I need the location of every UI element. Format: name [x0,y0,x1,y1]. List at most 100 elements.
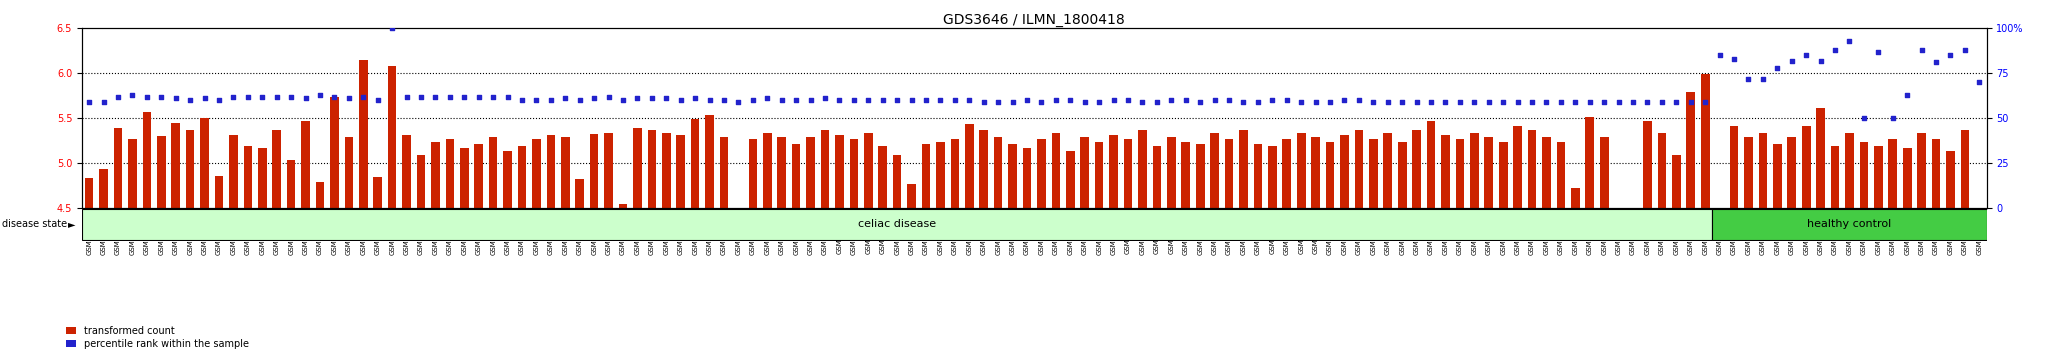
Point [406,94,438,99]
Point [1487,99,1520,105]
Point [1040,97,1073,103]
Text: healthy control: healthy control [1806,219,1892,229]
Bar [1196,144,1204,208]
Text: ►: ► [68,219,76,229]
Point [1573,99,1606,105]
Point [1847,115,1880,121]
Bar [430,142,440,208]
Bar [893,155,901,208]
Point [1616,99,1649,105]
Bar [575,179,584,208]
Point [1876,115,1909,121]
Bar [1614,208,1622,234]
Bar [186,130,195,208]
Bar [807,137,815,208]
Point [549,96,582,101]
Bar [1931,139,1939,208]
Point [1919,59,1952,65]
Point [246,94,279,99]
Point [1516,99,1548,105]
Bar [1860,142,1868,208]
Bar [1427,121,1436,208]
Bar [1974,208,1985,236]
Bar [1456,139,1464,208]
Point [895,97,928,103]
Bar [143,112,152,208]
Bar [244,146,252,208]
Bar [1817,108,1825,208]
Point [203,97,236,103]
Bar [1384,132,1393,208]
Point [188,96,221,101]
Bar [115,128,123,208]
Bar [1339,135,1350,208]
Point [477,94,510,99]
Point [1587,99,1620,105]
Bar [401,135,412,208]
Bar [993,137,1004,208]
Point [1776,58,1808,63]
Bar [1628,208,1636,220]
Point [563,97,596,103]
Bar [662,132,670,208]
Bar [129,139,137,208]
Point [838,97,870,103]
Bar [489,137,498,208]
Point [1819,47,1851,53]
Bar [1716,208,1724,224]
Point [1241,99,1274,105]
Point [1747,76,1780,81]
Point [1313,99,1346,105]
Bar [258,148,266,208]
Bar [158,136,166,208]
Bar [1788,137,1796,208]
Bar [1368,139,1378,208]
Point [1630,99,1663,105]
Bar [547,135,555,208]
Point [1372,99,1405,105]
Bar [821,130,829,208]
Point [463,94,496,99]
Point [274,94,307,99]
Bar [1542,137,1550,208]
Bar [1399,142,1407,208]
Bar [1731,126,1739,208]
Bar [1513,126,1522,208]
Bar [1282,139,1290,208]
Bar [950,139,958,208]
Point [592,94,625,99]
Point [709,97,741,103]
Bar [475,144,483,208]
Bar [719,137,729,208]
Bar [201,118,209,208]
Bar [1642,121,1653,208]
Point [1415,99,1448,105]
Point [1804,58,1837,63]
Point [492,94,524,99]
Point [752,96,784,101]
Bar [1325,142,1335,208]
Point [1155,97,1188,103]
Bar [764,132,772,208]
Point [1704,52,1737,58]
Point [145,94,178,99]
Bar [1671,155,1681,208]
Point [1386,99,1419,105]
Point [1733,76,1765,81]
Bar [301,121,309,208]
Point [346,94,379,99]
Bar [1845,132,1853,208]
Bar [1110,135,1118,208]
Bar [1354,130,1364,208]
Point [1473,99,1505,105]
Bar [1167,137,1176,208]
Bar [344,137,352,208]
Point [967,99,999,105]
Bar [690,119,700,208]
Bar [1802,126,1810,208]
Point [881,97,913,103]
Bar [1268,146,1276,208]
Bar [287,160,295,208]
Point [74,99,106,105]
Point [1069,99,1102,105]
